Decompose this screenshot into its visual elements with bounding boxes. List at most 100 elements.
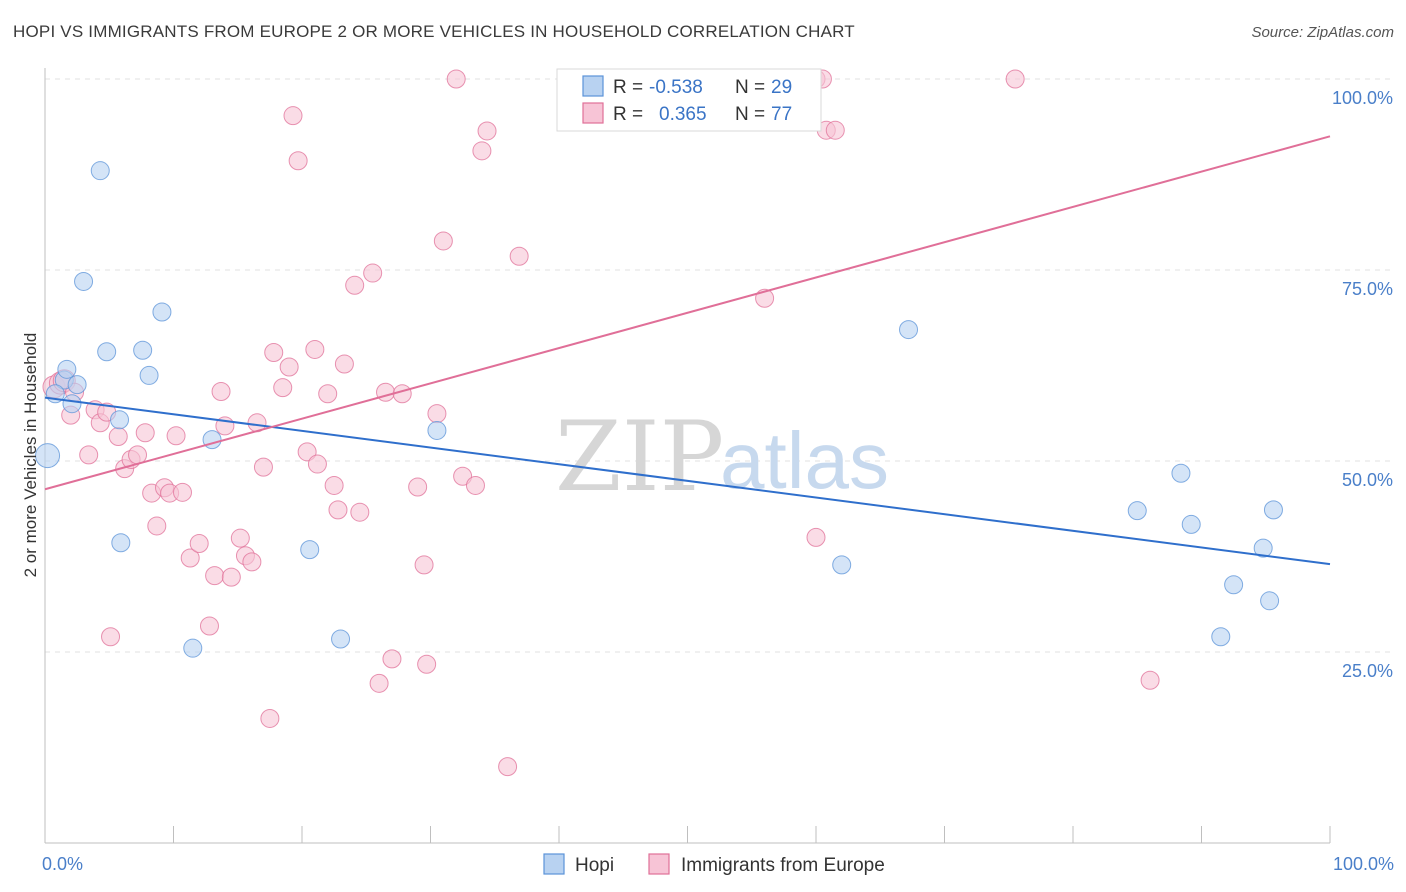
- hopi-point-6: [74, 271, 94, 291]
- hopi-point-23: [1171, 463, 1191, 483]
- immigrants-point-31: [253, 457, 273, 477]
- immigrants-point-75: [1140, 670, 1160, 690]
- immigrants-point-9: [108, 427, 128, 447]
- y-tick-label-2: 75.0%: [1342, 279, 1393, 299]
- hopi-point-22: [1127, 501, 1147, 521]
- stats-n-value-immigrants: 77: [771, 104, 792, 125]
- hopi-point-7: [90, 161, 110, 181]
- stats-r-value-hopi: -0.538: [649, 77, 703, 98]
- immigrants-point-22: [199, 616, 219, 636]
- immigrants-point-36: [283, 106, 303, 126]
- immigrants-point-76: [101, 627, 121, 647]
- stats-swatch-immigrants: [582, 102, 604, 124]
- immigrants-point-23: [205, 566, 225, 586]
- hopi-point-20: [832, 555, 852, 575]
- immigrants-point-52: [408, 477, 428, 497]
- chart-source: Source: ZipAtlas.com: [1251, 24, 1394, 41]
- hopi-point-11: [139, 365, 159, 385]
- immigrants-point-27: [230, 528, 250, 548]
- immigrants-point-57: [446, 69, 466, 89]
- stats-box: R = -0.538 N = 29 R = 0.365 N = 77: [556, 68, 822, 132]
- immigrants-point-44: [334, 354, 354, 374]
- immigrants-point-25: [211, 381, 231, 401]
- immigrants-point-61: [477, 121, 497, 141]
- immigrants-point-45: [345, 275, 365, 295]
- immigrants-point-55: [427, 404, 447, 424]
- hopi-point-21: [899, 320, 919, 340]
- y-tick-label-1: 50.0%: [1342, 470, 1393, 490]
- hopi-point-8: [97, 342, 117, 362]
- immigrants-point-15: [147, 516, 167, 536]
- y-tick-label-3: 100.0%: [1332, 88, 1393, 108]
- hopi-point-3: [62, 394, 82, 414]
- trend-lines: [44, 135, 1331, 566]
- immigrants-point-26: [221, 567, 241, 587]
- immigrants-point-51: [369, 673, 389, 693]
- watermark-atlas: atlas: [720, 416, 889, 505]
- legend: Hopi Immigrants from Europe: [543, 853, 885, 876]
- immigrants-point-38: [297, 442, 317, 462]
- immigrants-point-62: [498, 757, 518, 777]
- immigrants-point-34: [273, 378, 293, 398]
- immigrants-point-60: [472, 141, 492, 161]
- immigrants-point-19: [172, 482, 192, 502]
- watermark: ZIP atlas: [555, 401, 889, 513]
- hopi-points: [35, 72, 1283, 658]
- immigrants-point-39: [305, 339, 325, 359]
- hopi-point-18: [427, 420, 447, 440]
- immigrants-point-35: [279, 357, 299, 377]
- legend-swatch-immigrants: [648, 853, 670, 875]
- immigrants-point-20: [180, 548, 200, 568]
- stats-r-label-immigrants: R =: [613, 104, 643, 125]
- hopi-point-9: [110, 410, 130, 430]
- hopi-point-10: [133, 340, 153, 360]
- y-tick-labels: 25.0% 50.0% 75.0% 100.0%: [1332, 88, 1393, 681]
- legend-label-hopi: Hopi: [575, 855, 614, 876]
- hopi-trend-line: [44, 396, 1331, 566]
- stats-n-value-hopi: 29: [771, 77, 792, 98]
- immigrants-point-59: [465, 475, 485, 495]
- y-axis-label: 2 or more Vehicles in Household: [21, 333, 40, 578]
- hopi-point-17: [331, 629, 351, 649]
- y-tick-label-0: 25.0%: [1342, 661, 1393, 681]
- hopi-point-28: [1260, 591, 1280, 611]
- x-tick-min: 0.0%: [42, 854, 83, 874]
- hopi-point-24: [1181, 514, 1201, 534]
- hopi-point-27: [1253, 538, 1273, 558]
- hopi-point-14: [183, 638, 203, 658]
- immigrants-point-48: [376, 382, 396, 402]
- hopi-point-26: [1224, 575, 1244, 595]
- immigrants-point-58: [453, 466, 473, 486]
- immigrants-point-41: [318, 384, 338, 404]
- immigrants-point-37: [288, 151, 308, 171]
- legend-label-immigrants: Immigrants from Europe: [681, 855, 885, 876]
- legend-swatch-hopi: [543, 853, 565, 875]
- stats-swatch-hopi: [582, 75, 604, 97]
- immigrants-point-13: [135, 423, 155, 443]
- immigrants-point-42: [324, 475, 344, 495]
- immigrants-point-56: [433, 231, 453, 251]
- hopi-point-13: [111, 533, 131, 553]
- immigrants-point-21: [189, 534, 209, 554]
- stats-n-label-hopi: N =: [735, 77, 765, 98]
- hopi-point-2: [57, 359, 77, 379]
- immigrants-point-63: [509, 246, 529, 266]
- immigrants-point-40: [307, 454, 327, 474]
- hopi-point-4: [67, 375, 87, 395]
- immigrants-point-18: [166, 426, 186, 446]
- immigrants-trend-line: [44, 135, 1331, 491]
- stats-r-value-immigrants: 0.365: [659, 104, 707, 125]
- immigrants-point-73: [806, 527, 826, 547]
- immigrants-point-71: [825, 120, 845, 140]
- immigrants-point-33: [264, 343, 284, 363]
- hopi-point-29: [1263, 500, 1283, 520]
- hopi-point-0: [35, 443, 61, 469]
- hopi-point-12: [152, 302, 172, 322]
- immigrants-point-54: [417, 654, 437, 674]
- x-tick-max: 100.0%: [1333, 854, 1394, 874]
- immigrants-point-32: [260, 708, 280, 728]
- immigrants-point-5: [79, 445, 99, 465]
- immigrants-point-53: [414, 555, 434, 575]
- watermark-zip: ZIP: [555, 401, 724, 513]
